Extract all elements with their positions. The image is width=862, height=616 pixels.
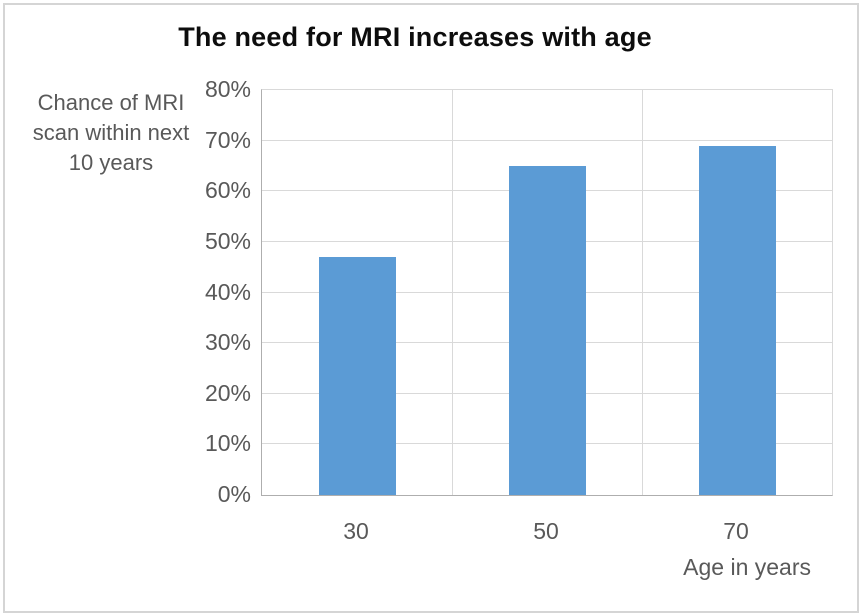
y-tick-label: 40% xyxy=(204,278,251,305)
gridline-horizontal xyxy=(262,139,832,141)
y-axis-ticks: 0% 10% 20% 30% 40% 50% 60% 70% 80% xyxy=(0,76,251,507)
y-tick-label: 60% xyxy=(204,177,251,204)
y-tick-label: 30% xyxy=(204,329,251,356)
bar-age-30 xyxy=(318,257,396,495)
chart-title: The need for MRI increases with age xyxy=(178,22,652,52)
y-tick-label: 20% xyxy=(204,379,251,406)
bar-age-50 xyxy=(508,165,586,495)
x-axis-title: Age in years xyxy=(683,554,811,580)
y-tick-label: 80% xyxy=(204,76,251,102)
x-tick-label: 50 xyxy=(533,518,559,544)
y-tick-label: 50% xyxy=(204,227,251,254)
y-tick-label: 10% xyxy=(204,430,251,457)
y-tick-label: 0% xyxy=(217,481,251,507)
bar-age-70 xyxy=(698,145,776,495)
x-tick-label: 70 xyxy=(723,518,749,544)
x-tick-label: 30 xyxy=(343,518,369,544)
x-axis-ticks: 30 50 70 xyxy=(261,514,833,548)
y-axis-title: Chance of MRI scan within next 10 years xyxy=(32,90,190,175)
gridline-vertical xyxy=(452,90,453,495)
plot-area xyxy=(261,89,833,496)
gridline-vertical xyxy=(642,90,643,495)
y-tick-label: 70% xyxy=(204,126,251,153)
